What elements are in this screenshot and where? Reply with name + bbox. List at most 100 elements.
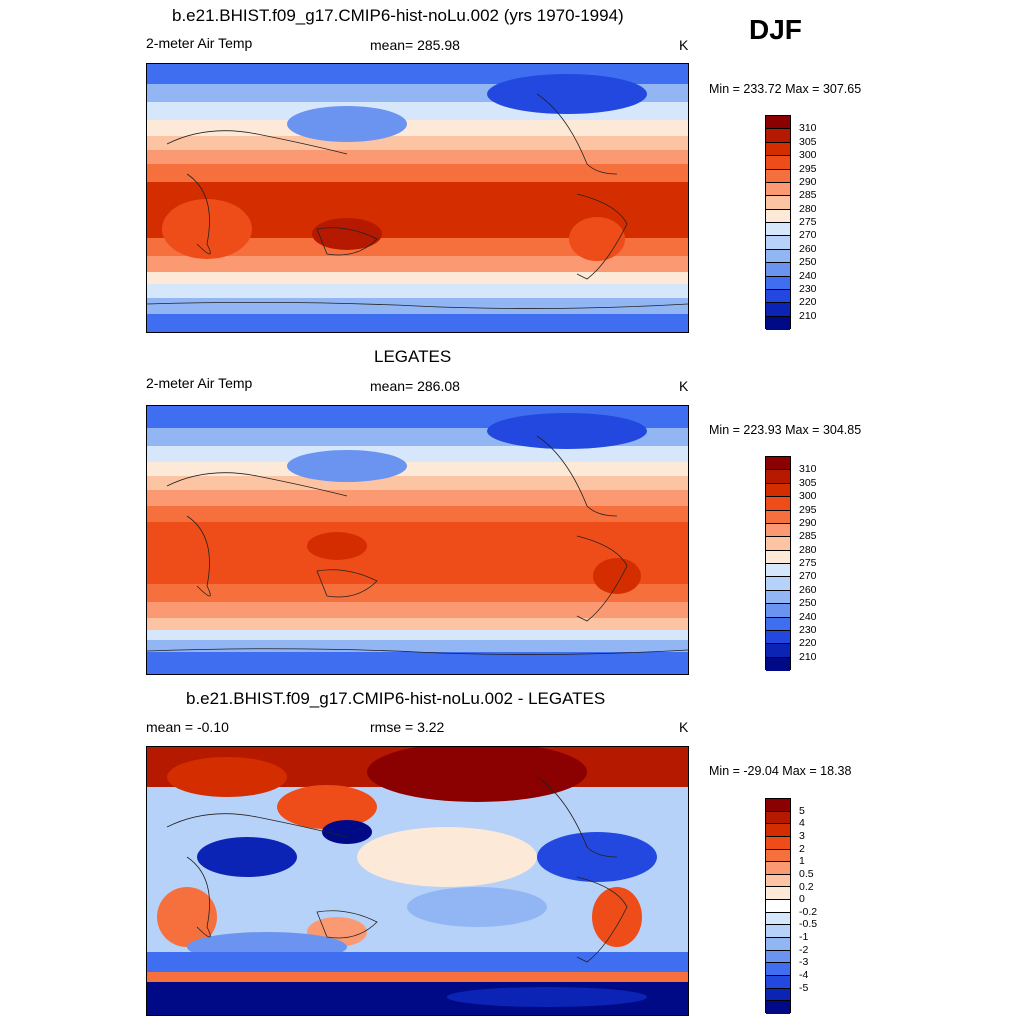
colorbar-swatch	[766, 799, 790, 812]
colorbar-swatch	[766, 912, 790, 926]
colorbar-swatch	[766, 900, 790, 913]
colorbar-swatch	[766, 550, 790, 564]
colorbar-swatch	[766, 470, 790, 484]
colorbar-tick-label: 3	[799, 829, 805, 842]
colorbar-swatch	[766, 963, 790, 976]
panel1-units-label: K	[679, 37, 689, 53]
colorbar-swatch	[766, 289, 790, 304]
colorbar-swatch	[766, 196, 790, 210]
panel3-difference-map	[146, 746, 689, 1016]
colorbar-tick-label: -0.2	[799, 905, 818, 918]
colorbar-tick-label: 0.2	[799, 880, 814, 893]
colorbar-swatch	[766, 849, 790, 863]
colorbar-swatch	[766, 497, 790, 511]
panel1-variable-label: 2-meter Air Temp	[146, 35, 253, 51]
colorbar-swatch	[766, 874, 790, 888]
colorbar-tick-label: -4	[799, 969, 809, 982]
colorbar-swatch	[766, 249, 790, 264]
colorbar-tick-label: 230	[799, 282, 817, 295]
panel1-title: b.e21.BHIST.f09_g17.CMIP6-hist-noLu.002 …	[172, 6, 624, 25]
colorbar-tick-label: 300	[799, 490, 817, 503]
colorbar-tick-label: 220	[799, 637, 817, 650]
colorbar-swatch	[766, 236, 790, 250]
panel2-colorbar	[765, 456, 791, 671]
colorbar-tick-label: 240	[799, 610, 817, 623]
colorbar-tick-label: 0.5	[799, 867, 814, 880]
colorbar-swatch	[766, 887, 790, 901]
panel1-mean-label: mean= 285.98	[370, 37, 460, 53]
colorbar-swatch	[766, 1001, 790, 1014]
panel3-colorbar	[765, 798, 791, 1014]
colorbar-swatch	[766, 590, 790, 605]
colorbar-swatch	[766, 975, 790, 989]
colorbar-swatch	[766, 644, 790, 658]
colorbar-tick-label: 310	[799, 463, 817, 476]
panel2-title: LEGATES	[374, 347, 452, 366]
colorbar-swatch	[766, 925, 790, 939]
colorbar-tick-label: 310	[799, 122, 817, 135]
colorbar-swatch	[766, 182, 790, 197]
colorbar-swatch	[766, 537, 790, 551]
colorbar-swatch	[766, 523, 790, 538]
colorbar-tick-label: 220	[799, 296, 817, 309]
colorbar-tick-label: 260	[799, 583, 817, 596]
panel2-variable-label: 2-meter Air Temp	[146, 375, 253, 391]
colorbar-tick-label: 285	[799, 189, 817, 202]
panel2-observed-temperature-map	[146, 405, 689, 675]
panel1-colorbar	[765, 115, 791, 330]
colorbar-tick-label: -0.5	[799, 918, 818, 931]
colorbar-swatch	[766, 577, 790, 591]
colorbar-swatch	[766, 988, 790, 1002]
panel2-mean-label: mean= 286.08	[370, 378, 460, 394]
colorbar-swatch	[766, 604, 790, 618]
colorbar-swatch	[766, 657, 790, 671]
colorbar-swatch	[766, 223, 790, 237]
colorbar-tick-label: 300	[799, 149, 817, 162]
colorbar-tick-label: 280	[799, 202, 817, 215]
colorbar-swatch	[766, 209, 790, 223]
colorbar-tick-label: 295	[799, 503, 817, 516]
colorbar-tick-label: 280	[799, 543, 817, 556]
colorbar-tick-label: 305	[799, 476, 817, 489]
colorbar-tick-label: 250	[799, 597, 817, 610]
colorbar-tick-label: 305	[799, 135, 817, 148]
colorbar-tick-label: 275	[799, 216, 817, 228]
colorbar-tick-label: 285	[799, 530, 817, 543]
colorbar-tick-label: 275	[799, 557, 817, 569]
panel3-title: b.e21.BHIST.f09_g17.CMIP6-hist-noLu.002 …	[186, 689, 606, 708]
colorbar-tick-label: 230	[799, 623, 817, 636]
colorbar-tick-label: -2	[799, 943, 809, 956]
panel1-minmax-label: Min = 233.72 Max = 307.65	[709, 82, 862, 96]
colorbar-tick-label: 270	[799, 229, 817, 242]
colorbar-swatch	[766, 263, 790, 277]
panel2-units-label: K	[679, 378, 689, 394]
colorbar-tick-label: 250	[799, 256, 817, 269]
colorbar-tick-label: 1	[799, 855, 805, 868]
colorbar-swatch	[766, 129, 790, 143]
colorbar-swatch	[766, 938, 790, 951]
colorbar-tick-label: 210	[799, 309, 817, 322]
colorbar-swatch	[766, 276, 790, 290]
colorbar-tick-label: 5	[799, 804, 805, 817]
season-label: DJF	[749, 14, 802, 45]
colorbar-swatch	[766, 116, 790, 130]
colorbar-tick-label: -3	[799, 956, 809, 969]
colorbar-tick-label: 210	[799, 650, 817, 663]
panel1-model-temperature-map	[146, 63, 689, 333]
colorbar-swatch	[766, 156, 790, 170]
colorbar-tick-label: 240	[799, 269, 817, 282]
colorbar-tick-label: -1	[799, 931, 809, 944]
panel3-units-label: K	[679, 719, 689, 735]
colorbar-swatch	[766, 836, 790, 850]
colorbar-swatch	[766, 862, 790, 875]
colorbar-tick-label: 290	[799, 175, 817, 188]
colorbar-swatch	[766, 950, 790, 964]
colorbar-swatch	[766, 824, 790, 837]
panel3-minmax-label: Min = -29.04 Max = 18.38	[709, 764, 852, 778]
panel3-mean-label: mean = -0.10	[146, 719, 229, 735]
colorbar-tick-label: 295	[799, 162, 817, 175]
colorbar-swatch	[766, 169, 790, 183]
colorbar-tick-label: 290	[799, 516, 817, 529]
colorbar-tick-label: 2	[799, 842, 805, 855]
panel3-rmse-label: rmse = 3.22	[370, 719, 445, 735]
